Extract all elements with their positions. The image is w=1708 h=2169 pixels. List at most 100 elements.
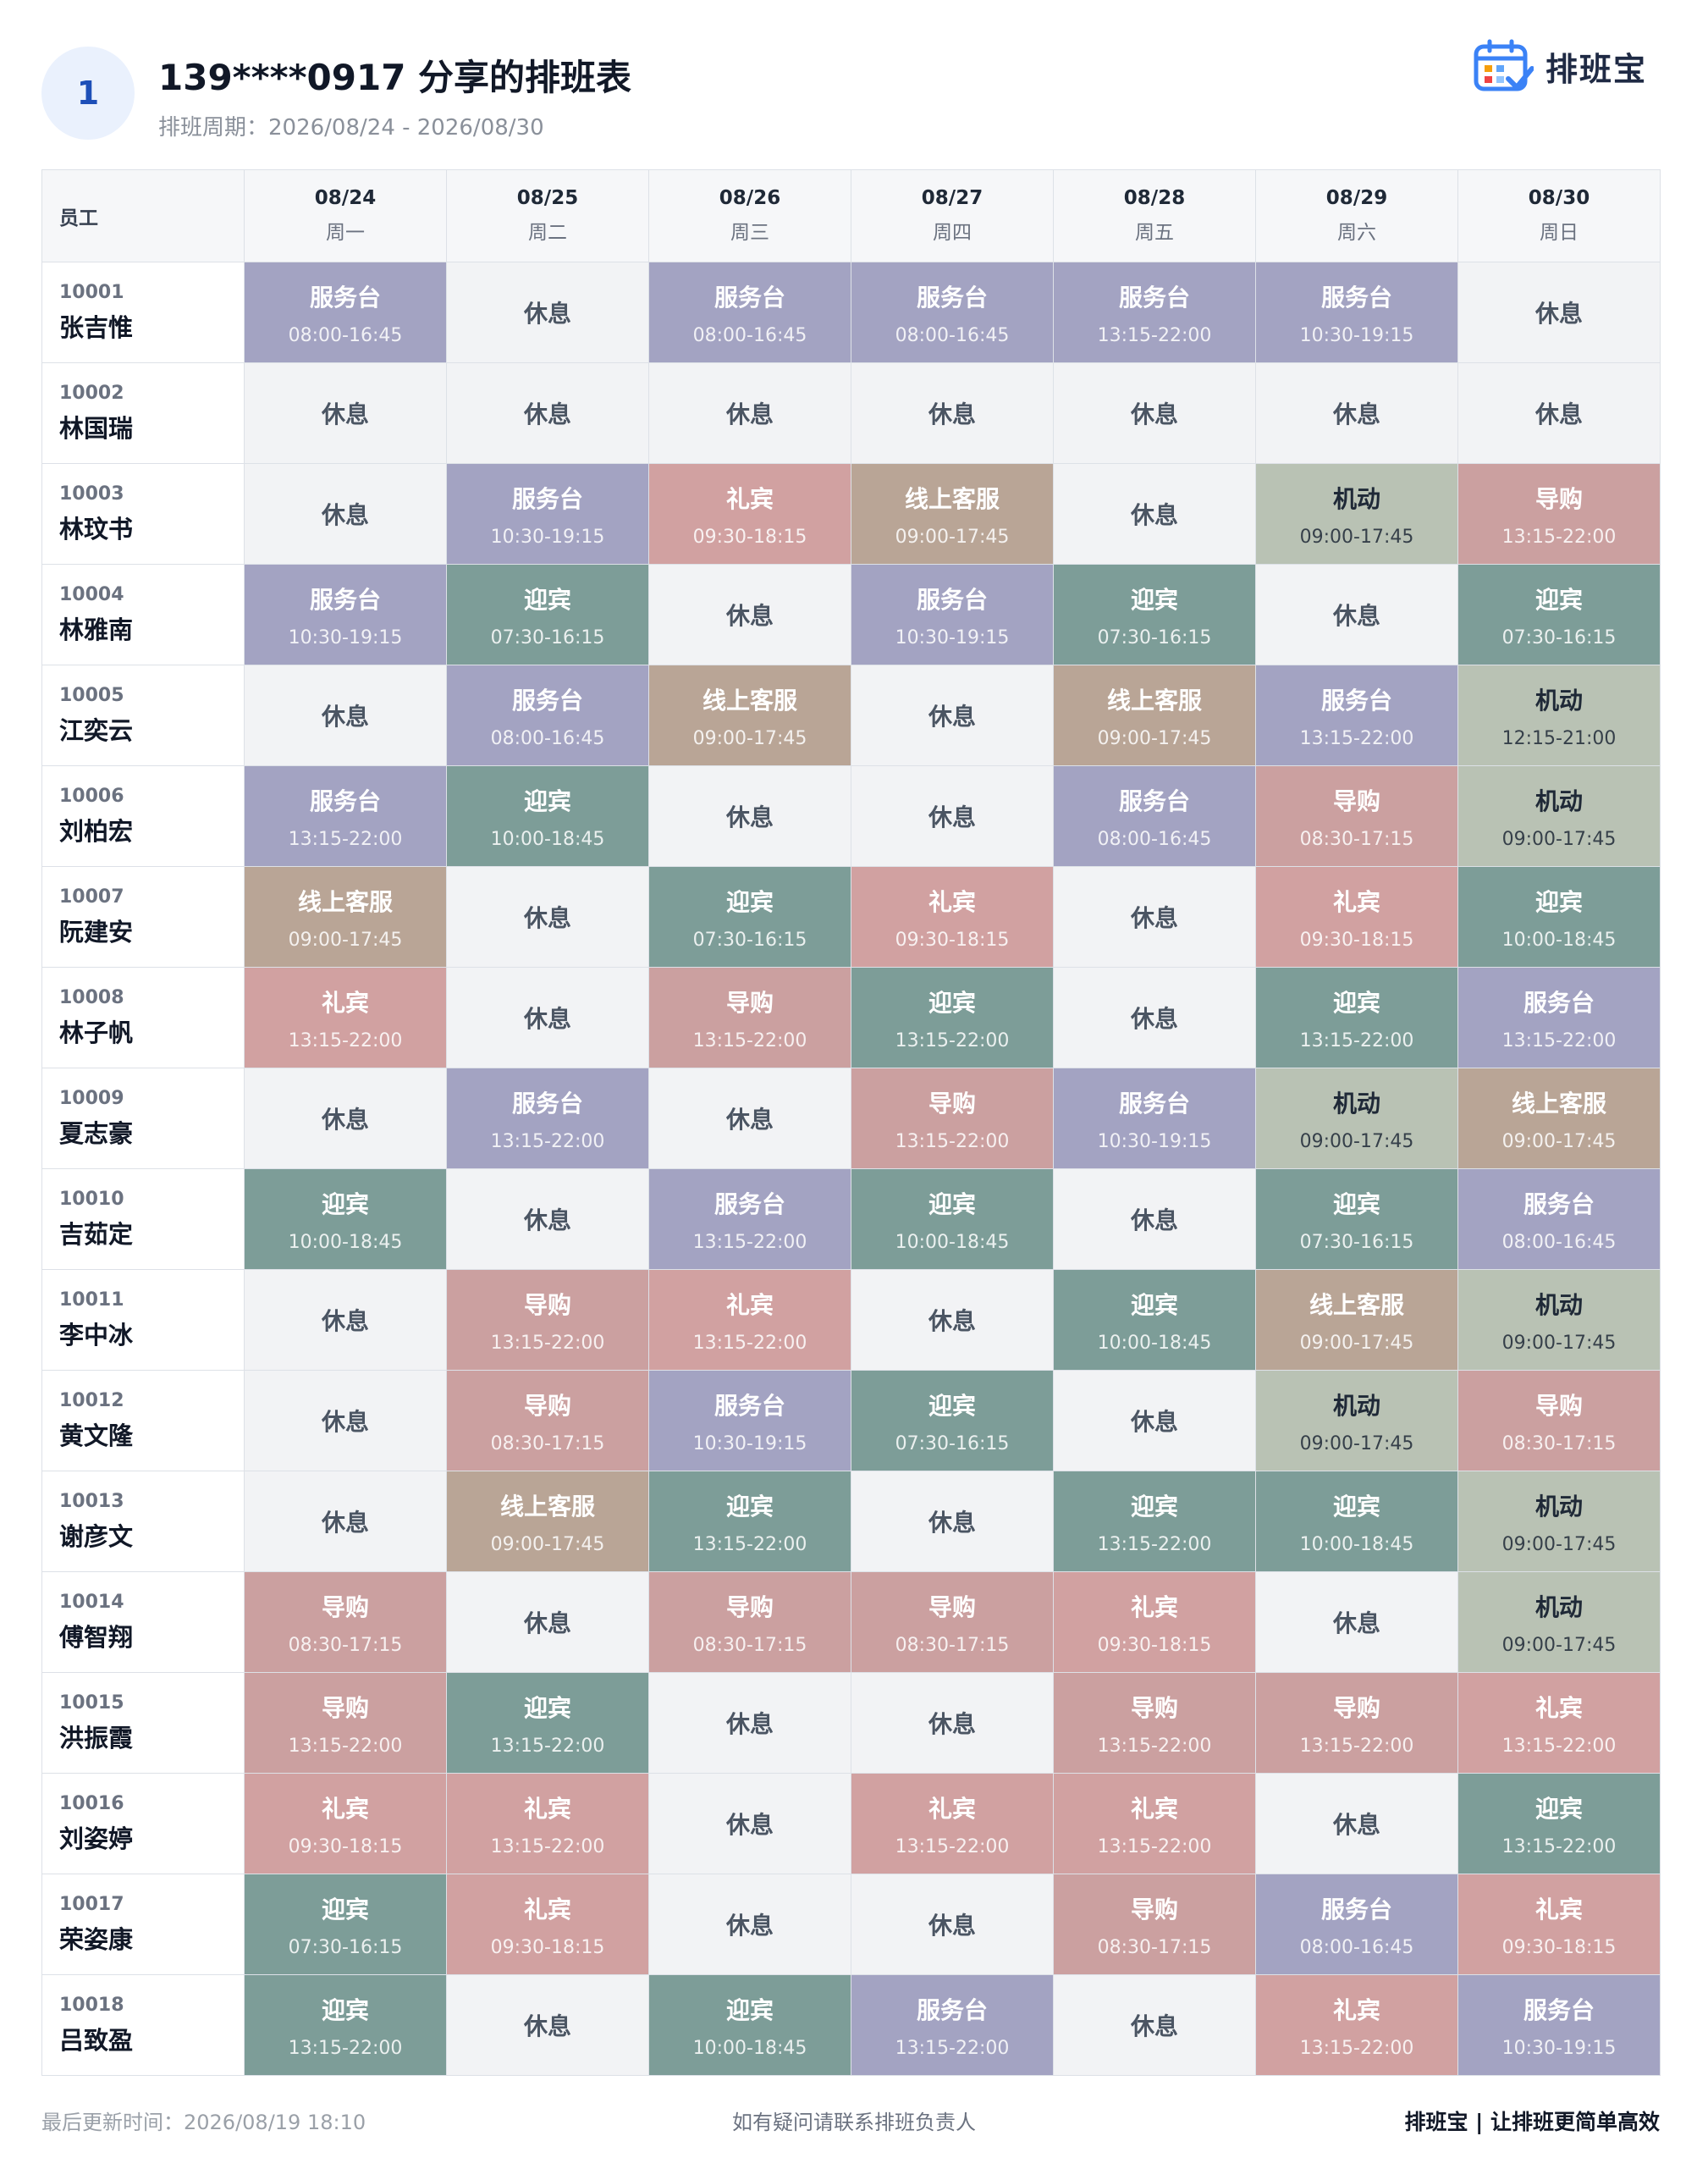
employee-name: 林玟书 (59, 514, 134, 544)
shift-cell: 休息 (1458, 363, 1661, 464)
employee-id: 10005 (59, 684, 124, 706)
shift-cell: 休息 (851, 363, 1054, 464)
shift-cell: 服务台 08:00-16:45 (245, 262, 447, 363)
shift-name: 休息 (321, 501, 369, 529)
shift-time: 09:00-17:45 (1299, 1332, 1414, 1354)
shift-name: 休息 (1130, 1408, 1178, 1436)
employee-name: 傅智翔 (59, 1622, 134, 1652)
shift-name: 迎宾 (725, 1492, 774, 1521)
shift-cell: 休息 (245, 1371, 447, 1471)
shift-name: 礼宾 (523, 1794, 571, 1823)
shift-name: 迎宾 (1332, 988, 1380, 1017)
shift-time: 12:15-21:00 (1501, 727, 1617, 749)
shift-cell: 休息 (1458, 262, 1661, 363)
shift-time: 13:15-22:00 (490, 1835, 605, 1857)
day-header: 08/24 周一 (245, 170, 447, 262)
shift-cell: 休息 (1256, 363, 1458, 464)
shift-cell: 休息 (649, 1068, 851, 1169)
shift-cell: 服务台 10:30-19:15 (1054, 1068, 1256, 1169)
shift-cell: 服务台 13:15-22:00 (447, 1068, 649, 1169)
shift-time: 13:15-22:00 (288, 2037, 403, 2059)
shift-cell: 休息 (649, 1874, 851, 1975)
employee: 10010 吉茹定 (42, 1169, 245, 1270)
employee: 10008 林子帆 (42, 968, 245, 1068)
shift-name: 礼宾 (928, 1794, 976, 1823)
shift-cell: 服务台 10:30-19:15 (1256, 262, 1458, 363)
shift-time: 08:30-17:15 (288, 1634, 403, 1656)
shift-name: 服务台 (1523, 1995, 1595, 2024)
shift-name: 休息 (1332, 602, 1380, 630)
shift-name: 迎宾 (523, 1693, 571, 1722)
shift-time: 13:15-22:00 (692, 1533, 807, 1555)
date: 08/25 (516, 187, 579, 209)
shift-cell: 礼宾 13:15-22:00 (245, 968, 447, 1068)
shift-cell: 休息 (1054, 968, 1256, 1068)
shift-time: 07:30-16:15 (1097, 626, 1212, 648)
shift-name: 休息 (1130, 2012, 1178, 2040)
shift-time: 13:15-22:00 (288, 1735, 403, 1757)
employee-id: 10017 (59, 1893, 124, 1915)
shift-time: 10:30-19:15 (490, 526, 605, 548)
shift-time: 13:15-22:00 (1501, 1835, 1617, 1857)
shift-name: 机动 (1534, 1492, 1583, 1521)
shift-name: 导购 (523, 1290, 571, 1319)
shift-time: 08:30-17:15 (490, 1432, 605, 1454)
weekday: 周一 (326, 222, 365, 244)
shift-name: 休息 (1130, 1005, 1178, 1033)
shift-cell: 机动 09:00-17:45 (1458, 766, 1661, 867)
shift-name: 礼宾 (1534, 1693, 1583, 1722)
shift-name: 休息 (1130, 400, 1178, 428)
employee: 10001 张吉惟 (42, 262, 245, 363)
shift-time: 13:15-22:00 (1501, 1029, 1617, 1051)
shift-time: 13:15-22:00 (1097, 1735, 1212, 1757)
shift-name: 服务台 (1118, 1089, 1190, 1118)
shift-cell: 机动 09:00-17:45 (1256, 1371, 1458, 1471)
shift-cell: 迎宾 10:00-18:45 (1458, 867, 1661, 968)
shift-name: 导购 (1534, 484, 1583, 513)
shift-cell: 线上客服 09:00-17:45 (1458, 1068, 1661, 1169)
shift-cell: 迎宾 07:30-16:15 (649, 867, 851, 968)
employee-name: 林雅南 (59, 615, 134, 644)
corner-header: 员工 (42, 170, 245, 262)
shift-name: 线上客服 (1511, 1089, 1606, 1118)
shift-time: 07:30-16:15 (490, 626, 605, 648)
shift-name: 服务台 (916, 283, 988, 312)
shift-time: 07:30-16:15 (1501, 626, 1617, 648)
shift-name: 礼宾 (1130, 1592, 1178, 1621)
shift-name: 休息 (928, 703, 976, 731)
shift-time: 08:30-17:15 (1097, 1936, 1212, 1958)
employee-id: 10004 (59, 583, 124, 605)
shift-time: 08:00-16:45 (1299, 1936, 1414, 1958)
shift-time: 13:15-22:00 (1097, 324, 1212, 346)
shift-cell: 迎宾 13:15-22:00 (447, 1673, 649, 1774)
shift-name: 休息 (1130, 1206, 1178, 1234)
shift-time: 10:30-19:15 (1501, 2037, 1617, 2059)
shift-name: 休息 (321, 1307, 369, 1335)
shift-time: 13:15-22:00 (1299, 1735, 1414, 1757)
employee-name: 洪振霞 (59, 1723, 134, 1752)
shift-time: 10:30-19:15 (1097, 1130, 1212, 1152)
shift-cell: 服务台 08:00-16:45 (1256, 1874, 1458, 1975)
employee-name: 吕致盈 (59, 2025, 134, 2055)
shift-cell: 迎宾 10:00-18:45 (649, 1975, 851, 2076)
shift-name: 迎宾 (321, 1995, 369, 2024)
shift-time: 13:15-22:00 (1501, 1735, 1617, 1757)
shift-cell: 导购 13:15-22:00 (245, 1673, 447, 1774)
period: 排班周期：2026/08/24 - 2026/08/30 (158, 115, 544, 141)
shift-cell: 导购 08:30-17:15 (1458, 1371, 1661, 1471)
day-header: 08/30 周日 (1458, 170, 1661, 262)
shift-time: 09:00-17:45 (1097, 727, 1212, 749)
shift-name: 服务台 (511, 686, 583, 715)
employee: 10016 刘姿婷 (42, 1774, 245, 1874)
shift-cell: 休息 (851, 1471, 1054, 1572)
shift-cell: 导购 13:15-22:00 (649, 968, 851, 1068)
shift-name: 线上客服 (1106, 686, 1202, 715)
shift-name: 服务台 (1118, 786, 1190, 815)
shift-name: 机动 (1534, 786, 1583, 815)
shift-cell: 休息 (447, 867, 649, 968)
badge: 1 (41, 47, 135, 140)
shift-name: 导购 (321, 1592, 369, 1621)
shift-name: 礼宾 (725, 484, 774, 513)
employee-id: 10006 (59, 785, 124, 807)
shift-cell: 礼宾 13:15-22:00 (447, 1774, 649, 1874)
